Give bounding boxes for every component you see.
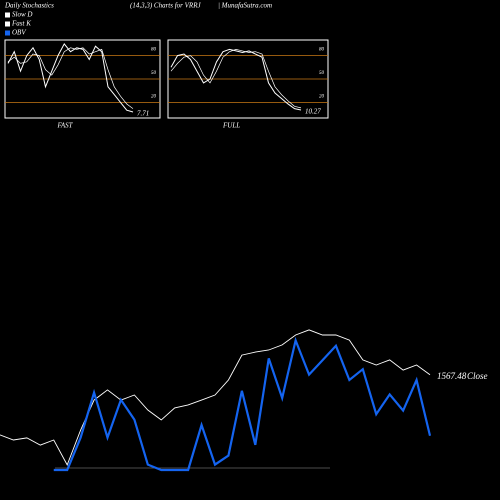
legend-label: Slow D bbox=[12, 11, 32, 19]
last-close: 1567.48 bbox=[437, 371, 467, 381]
legend-label: OBV bbox=[12, 29, 26, 37]
y-tick-label: 20 bbox=[319, 95, 325, 100]
y-tick-label: 20 bbox=[151, 95, 157, 100]
stoch-line bbox=[7, 47, 134, 109]
legend-swatch bbox=[5, 30, 10, 36]
y-tick-label: 50 bbox=[319, 71, 325, 76]
close-label: Close bbox=[467, 371, 488, 381]
y-tick-label: 80 bbox=[319, 48, 325, 53]
y-tick-label: 50 bbox=[151, 71, 157, 76]
title: Daily Stochastics bbox=[4, 2, 54, 10]
close-line bbox=[0, 329, 431, 466]
last-value: 10.27 bbox=[305, 108, 321, 116]
panel-label: FAST bbox=[57, 122, 74, 130]
panel-label: FULL bbox=[222, 122, 240, 130]
obv-line bbox=[53, 336, 432, 472]
last-value: 7.71 bbox=[137, 110, 149, 118]
stoch-line bbox=[7, 42, 134, 113]
stoch-line bbox=[170, 48, 302, 111]
legend-swatch bbox=[5, 21, 10, 27]
legend-label: Fast K bbox=[11, 20, 31, 28]
stoch-line bbox=[170, 48, 302, 109]
y-tick-label: 80 bbox=[151, 48, 157, 53]
source: | MunafaSutra.com bbox=[218, 2, 272, 10]
subtitle: (14,3,3) Charts for VRRJ bbox=[130, 2, 201, 10]
legend-swatch bbox=[5, 12, 10, 18]
